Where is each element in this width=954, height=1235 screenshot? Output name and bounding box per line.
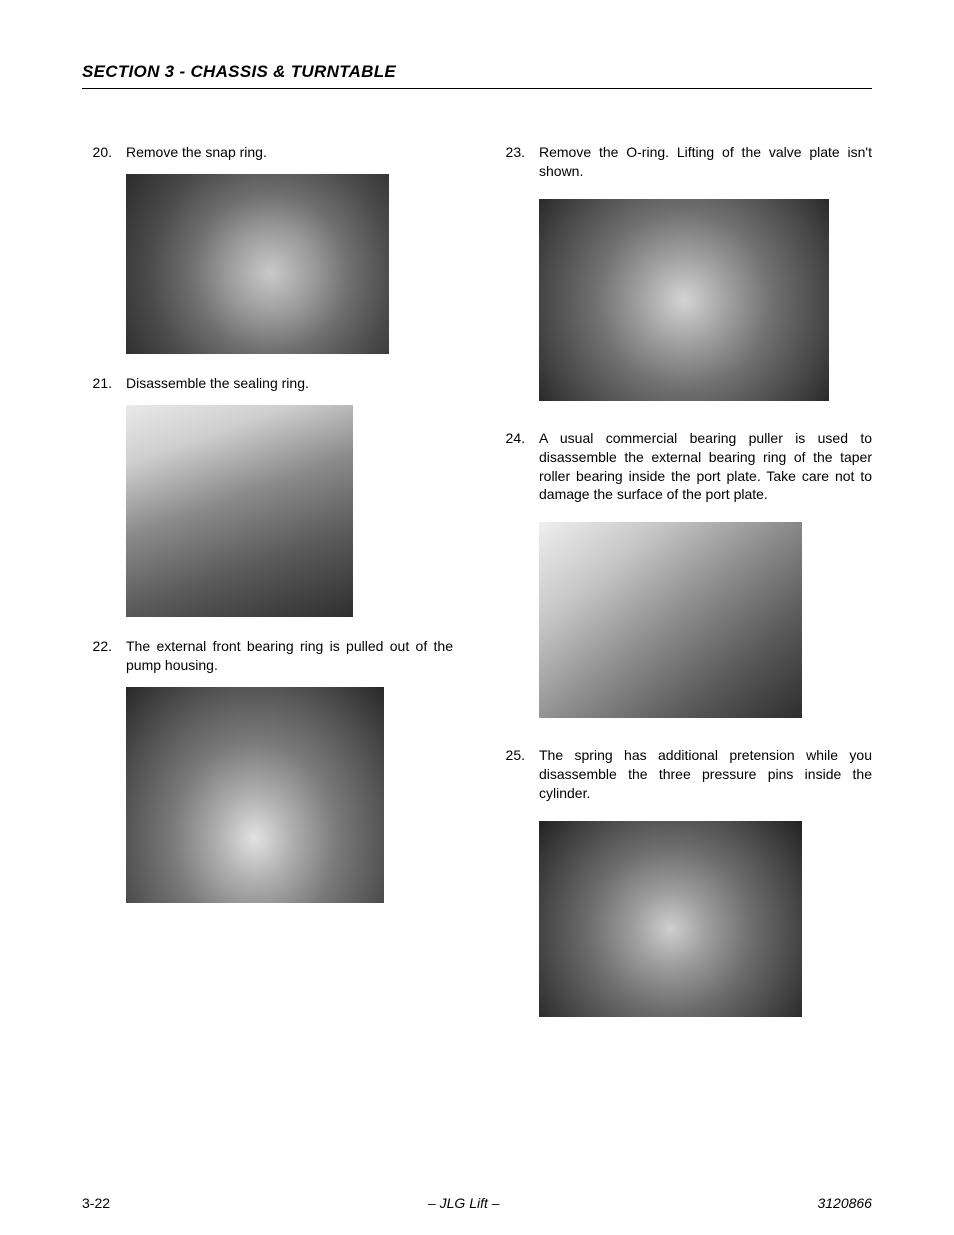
figure-step-23 <box>539 199 829 401</box>
footer-doc-number: 3120866 <box>817 1195 872 1211</box>
step-number: 21. <box>82 374 126 393</box>
step-text: The spring has additional pretension whi… <box>539 746 872 803</box>
step-23: 23. Remove the O-ring. Lifting of the va… <box>501 143 872 181</box>
step-text: The external front bearing ring is pulle… <box>126 637 453 675</box>
section-header: SECTION 3 - CHASSIS & TURNTABLE <box>82 62 872 89</box>
left-column: 20. Remove the snap ring. 21. Disassembl… <box>82 143 453 1045</box>
step-22: 22. The external front bearing ring is p… <box>82 637 453 675</box>
step-text: Remove the O-ring. Lifting of the valve … <box>539 143 872 181</box>
content-columns: 20. Remove the snap ring. 21. Disassembl… <box>82 143 872 1045</box>
step-21: 21. Disassemble the sealing ring. <box>82 374 453 393</box>
step-25: 25. The spring has additional pretension… <box>501 746 872 803</box>
step-text: Disassemble the sealing ring. <box>126 374 453 393</box>
step-number: 20. <box>82 143 126 162</box>
figure-step-21 <box>126 405 353 617</box>
footer-center: – JLG Lift – <box>428 1195 500 1211</box>
figure-step-24 <box>539 522 802 718</box>
step-number: 24. <box>501 429 539 505</box>
step-20: 20. Remove the snap ring. <box>82 143 453 162</box>
page-footer: 3-22 – JLG Lift – 3120866 <box>82 1195 872 1211</box>
figure-step-20 <box>126 174 389 354</box>
step-text: Remove the snap ring. <box>126 143 453 162</box>
step-number: 23. <box>501 143 539 181</box>
step-text: A usual commercial bearing puller is use… <box>539 429 872 505</box>
step-number: 25. <box>501 746 539 803</box>
step-24: 24. A usual commercial bearing puller is… <box>501 429 872 505</box>
figure-step-22 <box>126 687 384 903</box>
footer-page-number: 3-22 <box>82 1195 110 1211</box>
step-number: 22. <box>82 637 126 675</box>
figure-step-25 <box>539 821 802 1017</box>
right-column: 23. Remove the O-ring. Lifting of the va… <box>501 143 872 1045</box>
page: SECTION 3 - CHASSIS & TURNTABLE 20. Remo… <box>0 0 954 1235</box>
